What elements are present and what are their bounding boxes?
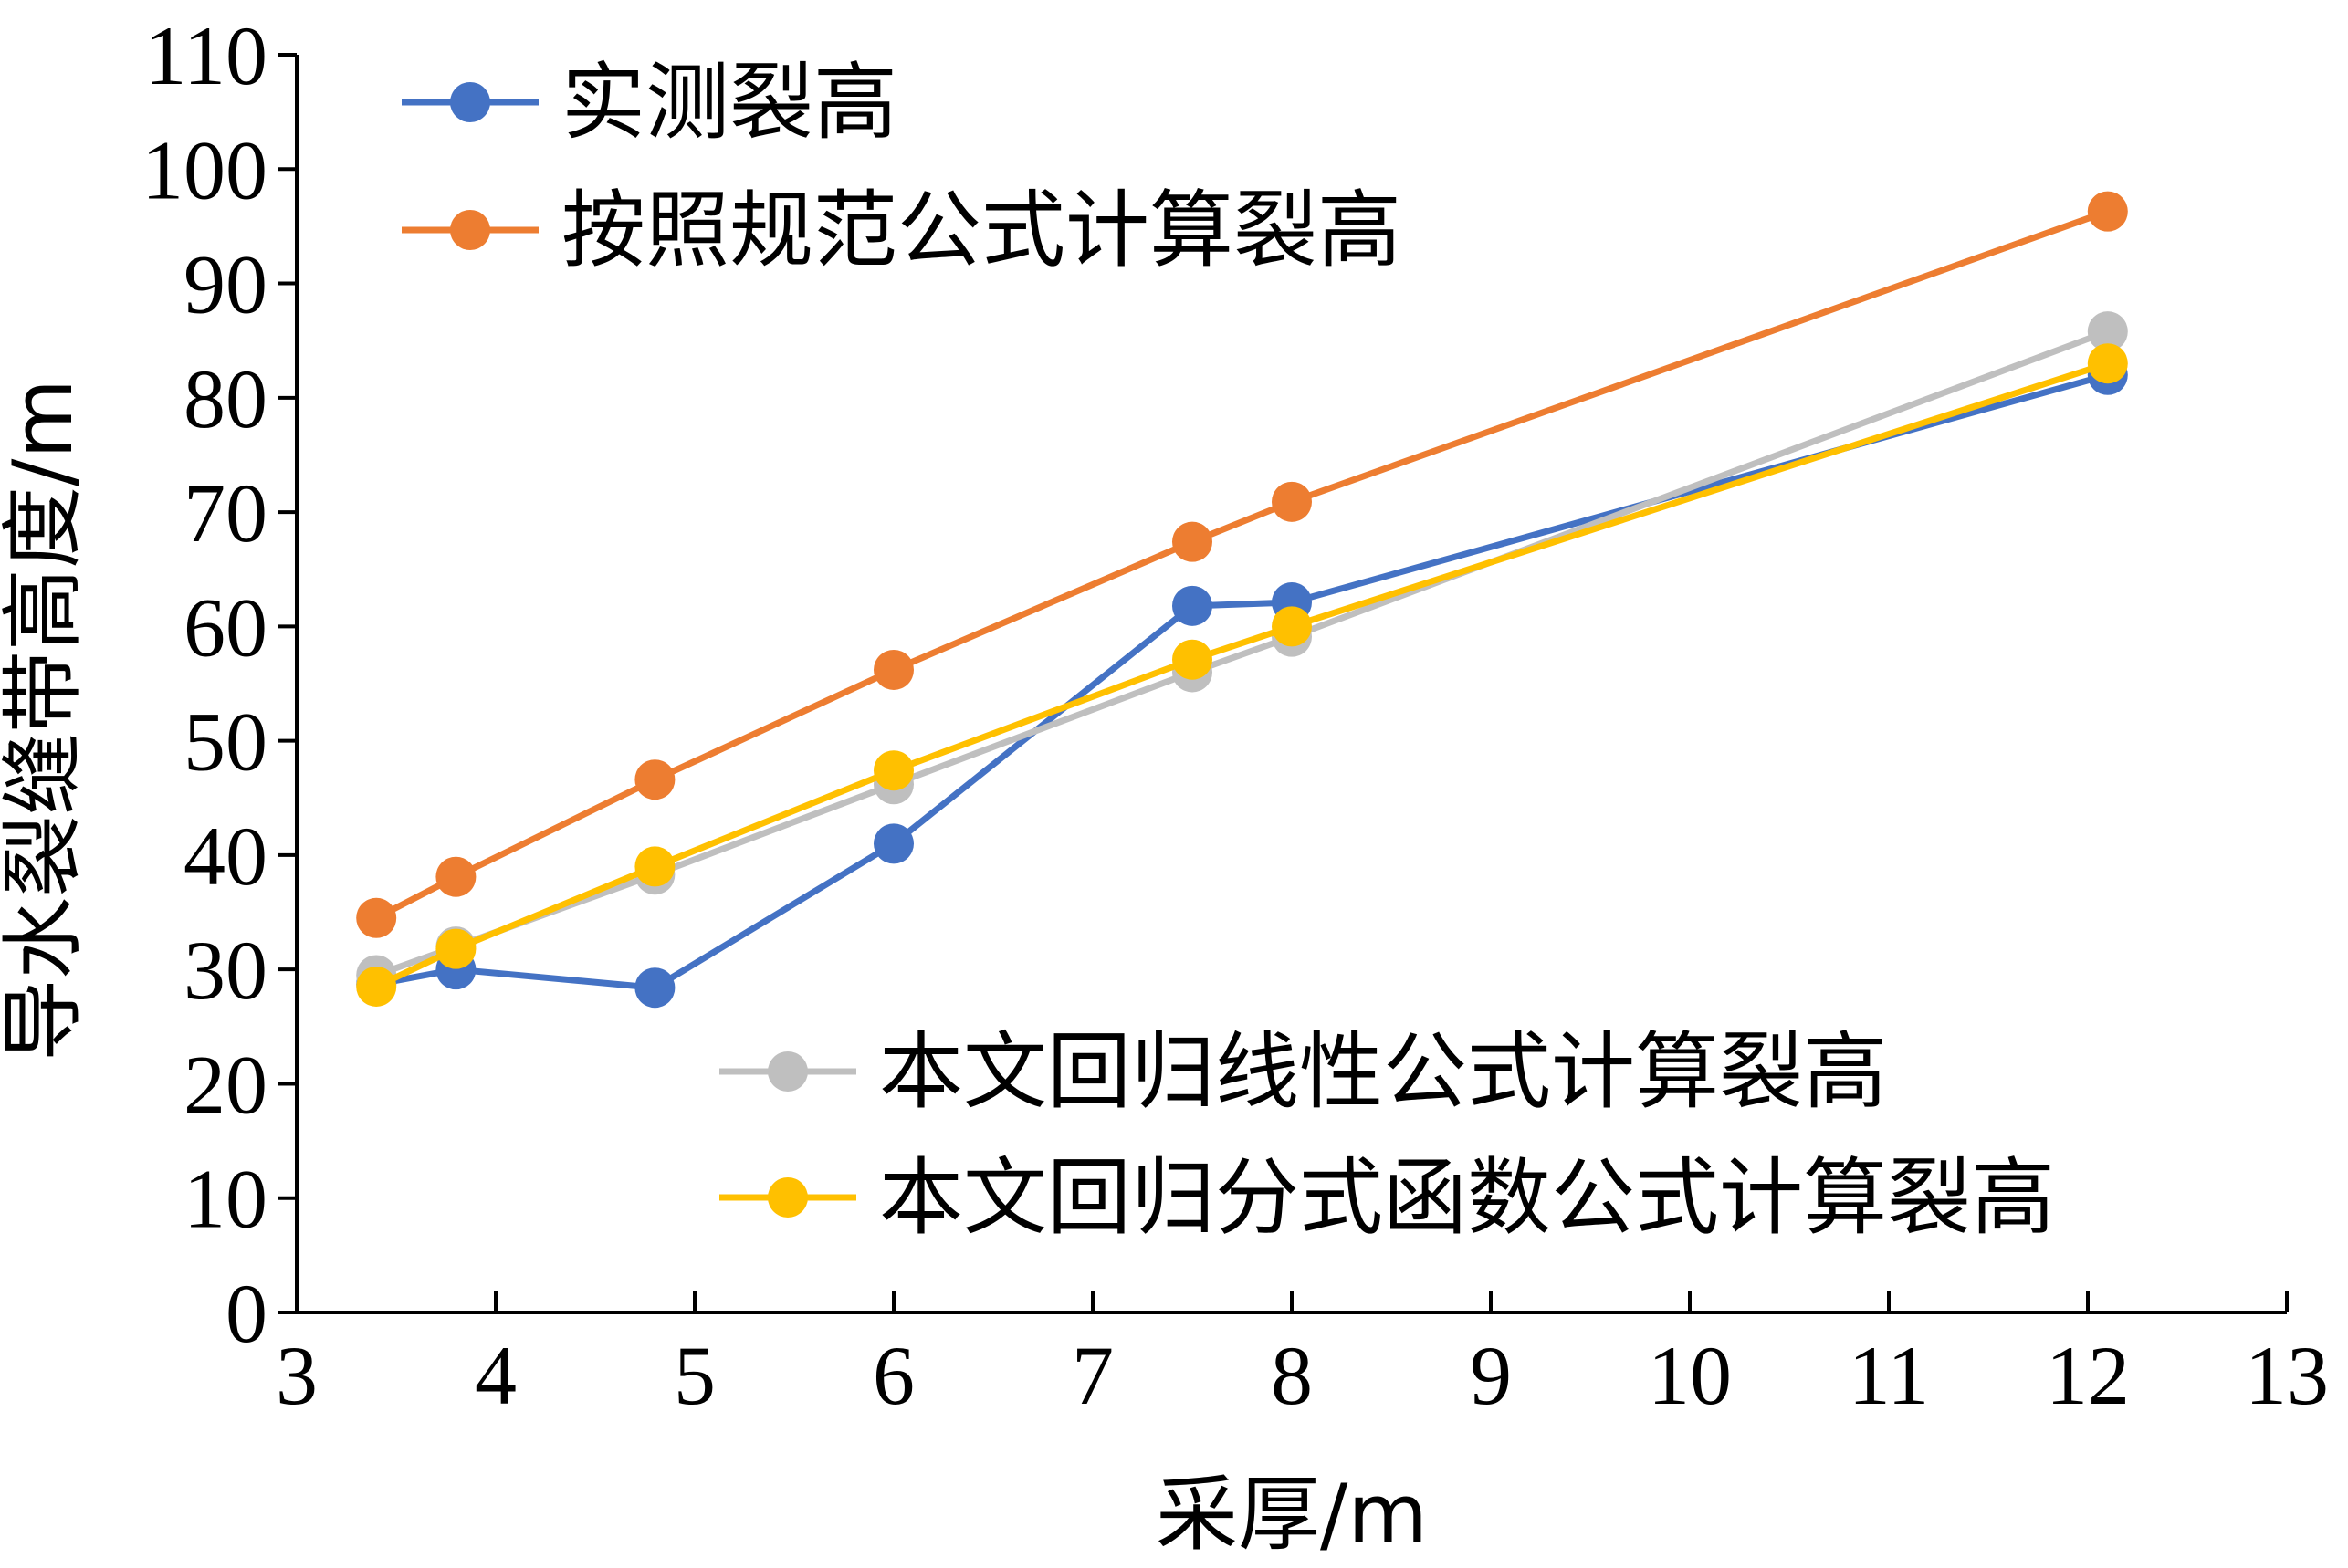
series-1: [356, 354, 2128, 1009]
x-tick-label: 6: [873, 1329, 915, 1422]
series-4: [356, 343, 2128, 1007]
data-point: [1172, 585, 1212, 626]
data-point: [1172, 639, 1212, 680]
data-point: [634, 967, 676, 1009]
data-point: [1272, 481, 1312, 522]
data-point: [356, 966, 397, 1007]
legend-item: 本文回归分式函数公式计算裂高: [719, 1149, 2055, 1247]
legend-label: 实测裂高: [561, 54, 897, 152]
axes: 3 4 5 6 7 8 9 10 11 12 13 0 10 20 30 40 50 60 70 80 90 100 11…: [142, 9, 2329, 1422]
x-tick-label: 13: [2245, 1329, 2329, 1422]
x-tick-label: 8: [1271, 1329, 1313, 1422]
x-tick-label: 9: [1470, 1329, 1512, 1422]
y-tick-label: 10: [183, 1153, 267, 1246]
x-tick-label: 5: [674, 1329, 716, 1422]
y-axis-ticks: 0 10 20 30 40 50 60 70 80 90 100 110: [142, 9, 297, 1360]
plot-area: [356, 191, 2128, 1009]
y-tick-label: 20: [183, 1038, 267, 1131]
data-point: [2087, 311, 2128, 352]
x-tick-label: 4: [475, 1329, 517, 1422]
series-line: [374, 360, 2109, 990]
data-point: [2087, 343, 2128, 384]
x-axis-title: 采厚/m: [1156, 1467, 1428, 1563]
y-tick-label: 70: [183, 466, 267, 559]
series-line: [374, 208, 2109, 921]
series-3: [356, 311, 2128, 996]
series-2: [356, 191, 2128, 938]
legend-marker: [768, 1177, 808, 1218]
x-axis-ticks: 3 4 5 6 7 8 9 10 11 12 13: [276, 1291, 2329, 1422]
y-axis-title: 导水裂缝带高度/m: [0, 379, 91, 1061]
legend-label: 本文回归线性公式计算裂高: [879, 1023, 1887, 1121]
legend-item: 本文回归线性公式计算裂高: [719, 1023, 1887, 1121]
data-point: [874, 649, 914, 690]
legend-marker: [450, 210, 490, 250]
data-point: [634, 759, 676, 800]
x-tick-label: 11: [1849, 1329, 1930, 1422]
y-tick-label: 90: [183, 238, 267, 331]
y-tick-label: 110: [144, 9, 267, 102]
series-line: [375, 371, 2109, 991]
data-point: [874, 750, 914, 791]
y-tick-label: 60: [183, 580, 267, 674]
data-point: [1272, 606, 1312, 647]
y-tick-label: 100: [142, 123, 267, 216]
legend-marker: [768, 1051, 808, 1092]
legend-label: 按照规范公式计算裂高: [561, 182, 1401, 279]
x-tick-label: 10: [1648, 1329, 1732, 1422]
data-point: [435, 928, 477, 969]
legend-item: 按照规范公式计算裂高: [402, 182, 1401, 279]
x-tick-label: 3: [276, 1329, 318, 1422]
x-tick-label: 12: [2046, 1329, 2130, 1422]
data-point: [2087, 191, 2128, 232]
y-tick-label: 80: [183, 352, 267, 445]
data-point: [874, 823, 914, 864]
y-tick-label: 40: [183, 810, 267, 903]
data-point: [634, 846, 676, 887]
legend-label: 本文回归分式函数公式计算裂高: [879, 1149, 2055, 1247]
y-tick-label: 30: [183, 924, 267, 1017]
data-point: [356, 897, 397, 938]
data-point: [1172, 521, 1212, 562]
y-tick-label: 0: [225, 1267, 267, 1360]
legend-item: 实测裂高: [402, 54, 897, 152]
legend-marker: [450, 82, 490, 122]
x-tick-label: 7: [1072, 1329, 1114, 1422]
data-point: [435, 856, 477, 897]
y-tick-label: 50: [183, 695, 267, 789]
